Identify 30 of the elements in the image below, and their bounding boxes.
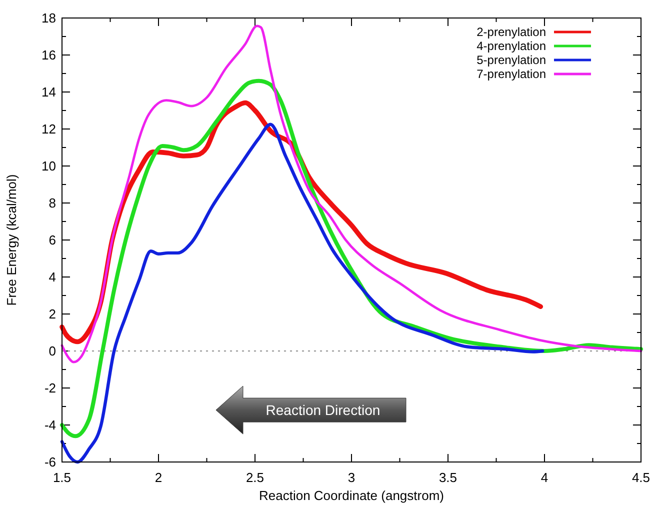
y-tick-label: 10 <box>42 158 56 174</box>
y-tick-label: -4 <box>44 418 56 433</box>
y-tick-label: 6 <box>48 232 56 248</box>
y-tick-label: 14 <box>42 84 56 100</box>
x-tick-label: 3.5 <box>438 470 458 485</box>
line-series <box>60 78 643 438</box>
y-axis-title: Free Energy (kcal/mol) <box>4 174 19 306</box>
y-tick-label: -2 <box>44 380 56 396</box>
legend-label: 7-prenylation <box>476 67 546 82</box>
x-axis-title: Reaction Coordinate (angstrom) <box>259 488 444 503</box>
y-tick-label: 18 <box>42 10 56 26</box>
line-series <box>60 122 544 464</box>
x-tick-label: 2 <box>154 470 162 485</box>
y-tick-label: 8 <box>48 196 56 211</box>
line-series <box>60 24 642 364</box>
annotation: Reaction Direction <box>266 402 380 418</box>
x-tick-label: 4 <box>540 470 548 485</box>
y-tick-label: 4 <box>48 270 56 285</box>
x-tick-label: 1.5 <box>52 470 72 485</box>
y-tick-label: 16 <box>42 48 56 63</box>
y-tick-label: -6 <box>44 454 56 470</box>
y-tick-label: 0 <box>48 344 56 359</box>
legend-label: 5-prenylation <box>476 53 546 68</box>
x-tick-label: 4.5 <box>632 470 650 485</box>
x-tick-label: 2.5 <box>246 470 264 485</box>
legend-label: 2-prenylation <box>476 25 546 40</box>
y-tick-label: 12 <box>42 122 56 137</box>
y-tick-label: 2 <box>48 306 56 322</box>
x-tick-label: 3 <box>348 470 356 485</box>
legend-label: 4-prenylation <box>476 39 546 54</box>
